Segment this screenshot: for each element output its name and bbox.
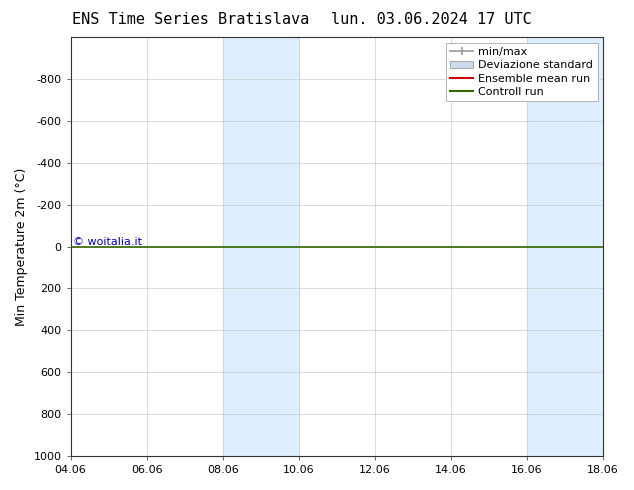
Y-axis label: Min Temperature 2m (°C): Min Temperature 2m (°C): [15, 167, 28, 326]
Bar: [223, 37, 299, 456]
Text: © woitalia.it: © woitalia.it: [74, 237, 142, 246]
Legend: min/max, Deviazione standard, Ensemble mean run, Controll run: min/max, Deviazione standard, Ensemble m…: [446, 43, 598, 101]
Text: ENS Time Series Bratislava: ENS Time Series Bratislava: [72, 12, 309, 27]
Bar: [527, 37, 603, 456]
Text: lun. 03.06.2024 17 UTC: lun. 03.06.2024 17 UTC: [331, 12, 531, 27]
